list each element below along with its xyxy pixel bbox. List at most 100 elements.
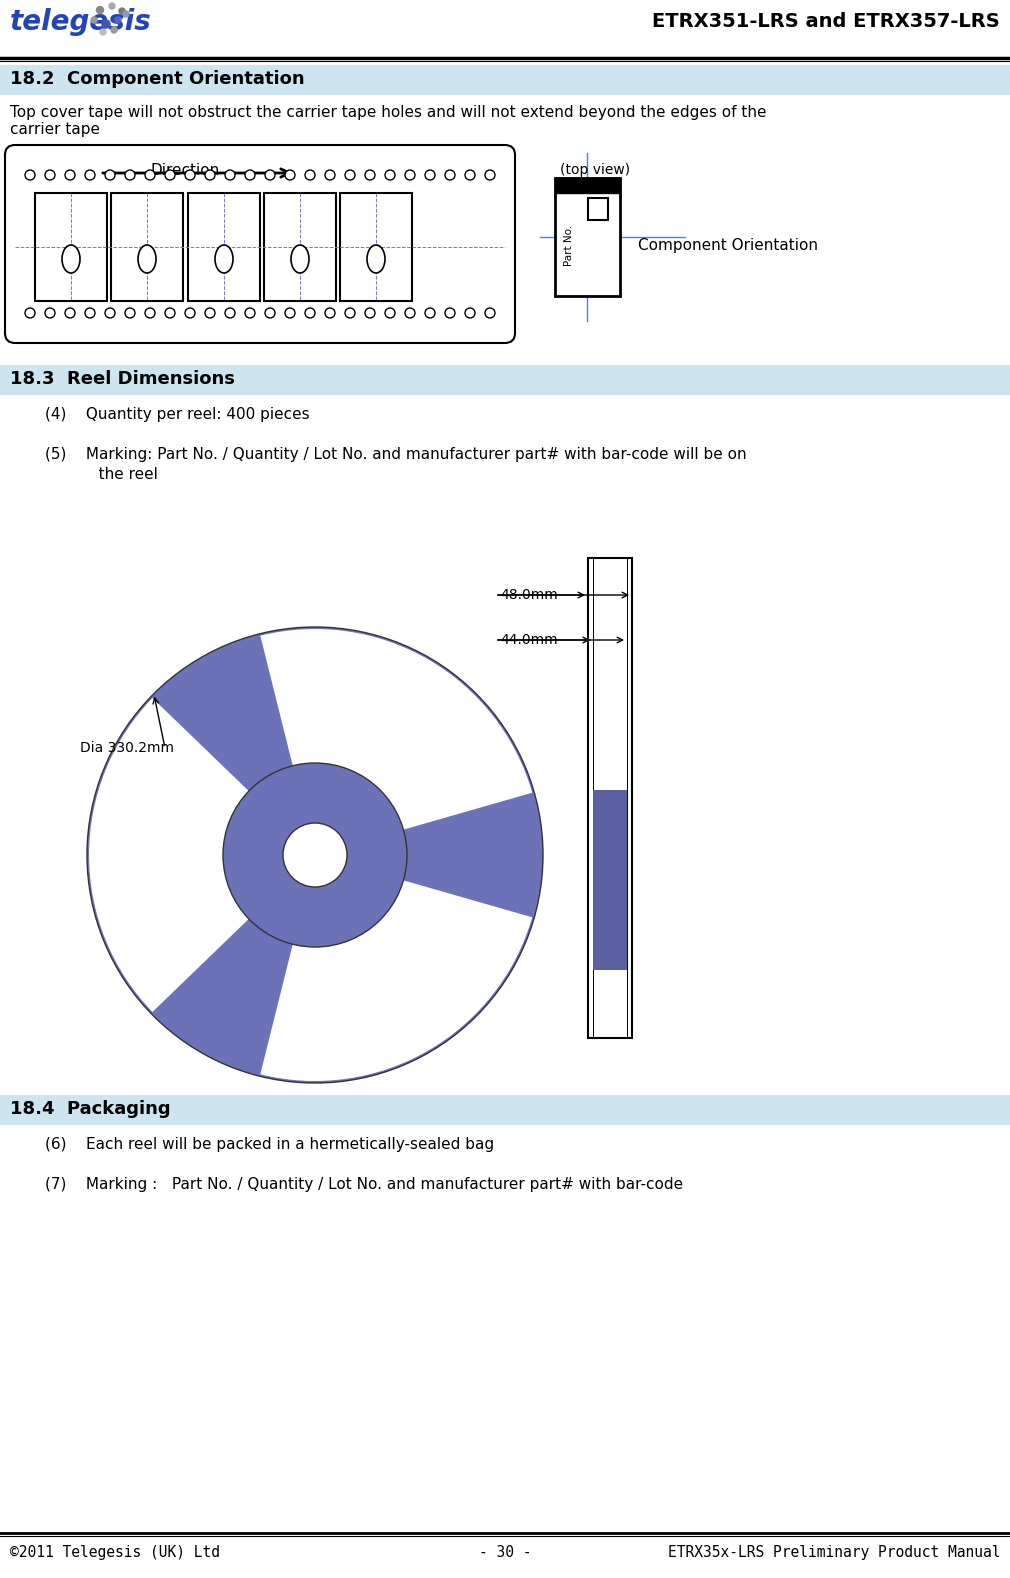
Circle shape (45, 308, 55, 319)
Ellipse shape (291, 245, 309, 273)
Wedge shape (89, 697, 315, 1011)
Text: the reel: the reel (45, 467, 158, 481)
Circle shape (185, 170, 195, 180)
Ellipse shape (215, 245, 233, 273)
Circle shape (425, 308, 435, 319)
Circle shape (45, 170, 55, 180)
Bar (556, 178, 620, 193)
Circle shape (123, 11, 129, 17)
Text: 18.2  Component Orientation: 18.2 Component Orientation (10, 69, 305, 88)
Circle shape (283, 824, 347, 887)
Circle shape (165, 308, 175, 319)
Circle shape (405, 308, 415, 319)
Circle shape (225, 170, 235, 180)
Circle shape (445, 170, 455, 180)
Text: 18.3  Reel Dimensions: 18.3 Reel Dimensions (10, 369, 235, 388)
Bar (340, 193, 412, 301)
Circle shape (145, 308, 155, 319)
Circle shape (87, 626, 543, 1083)
Circle shape (105, 308, 115, 319)
Bar (593, 791, 627, 970)
Text: Direction: Direction (150, 163, 219, 178)
Text: 44.0mm: 44.0mm (500, 633, 558, 647)
Ellipse shape (367, 245, 385, 273)
Bar (111, 193, 183, 301)
Circle shape (485, 170, 495, 180)
Circle shape (125, 170, 135, 180)
Circle shape (305, 170, 315, 180)
Bar (556, 178, 620, 297)
Text: 18.4  Packaging: 18.4 Packaging (10, 1100, 171, 1117)
Circle shape (115, 17, 121, 24)
Circle shape (100, 28, 106, 35)
Text: Part No.: Part No. (564, 224, 574, 265)
Circle shape (111, 27, 117, 33)
Circle shape (225, 308, 235, 319)
Bar (264, 193, 336, 301)
Text: ETRX351-LRS and ETRX357-LRS: ETRX351-LRS and ETRX357-LRS (652, 13, 1000, 32)
Circle shape (65, 308, 75, 319)
Circle shape (119, 8, 125, 14)
Bar (0, 365, 1010, 394)
Circle shape (285, 170, 295, 180)
Ellipse shape (138, 245, 156, 273)
Circle shape (485, 308, 495, 319)
Bar (188, 193, 260, 301)
Circle shape (205, 308, 215, 319)
Circle shape (385, 170, 395, 180)
Bar (0, 1095, 1010, 1125)
Text: Top cover tape will not obstruct the carrier tape holes and will not extend beyo: Top cover tape will not obstruct the car… (10, 106, 767, 137)
Circle shape (25, 170, 35, 180)
Circle shape (465, 170, 475, 180)
Circle shape (85, 308, 95, 319)
Circle shape (265, 308, 275, 319)
Circle shape (91, 17, 97, 24)
Circle shape (325, 170, 335, 180)
Circle shape (65, 170, 75, 180)
Text: Dia 330.2mm: Dia 330.2mm (80, 742, 174, 754)
Wedge shape (261, 855, 532, 1081)
Text: ©2011 Telegesis (UK) Ltd: ©2011 Telegesis (UK) Ltd (10, 1545, 220, 1561)
Bar (0, 65, 1010, 95)
Circle shape (425, 170, 435, 180)
Text: - 30 -: - 30 - (479, 1545, 531, 1561)
Circle shape (185, 308, 195, 319)
Wedge shape (261, 630, 532, 855)
Bar (588, 559, 632, 1038)
Circle shape (285, 308, 295, 319)
Circle shape (405, 170, 415, 180)
Circle shape (465, 308, 475, 319)
Circle shape (345, 170, 355, 180)
Text: 48.0mm: 48.0mm (500, 589, 558, 601)
Circle shape (97, 6, 103, 14)
Circle shape (205, 170, 215, 180)
Text: (7)    Marking :   Part No. / Quantity / Lot No. and manufacturer part# with bar: (7) Marking : Part No. / Quantity / Lot … (45, 1177, 683, 1191)
Circle shape (85, 170, 95, 180)
Text: (6)    Each reel will be packed in a hermetically-sealed bag: (6) Each reel will be packed in a hermet… (45, 1138, 494, 1152)
Circle shape (245, 308, 255, 319)
Circle shape (445, 308, 455, 319)
Circle shape (25, 308, 35, 319)
Circle shape (102, 21, 110, 28)
Circle shape (165, 170, 175, 180)
Circle shape (365, 308, 375, 319)
Text: (top view): (top view) (560, 163, 630, 177)
Circle shape (245, 170, 255, 180)
Text: Component Orientation: Component Orientation (638, 238, 818, 252)
Circle shape (145, 170, 155, 180)
Circle shape (305, 308, 315, 319)
Bar (35, 193, 107, 301)
Circle shape (325, 308, 335, 319)
Circle shape (265, 170, 275, 180)
Bar (588, 197, 608, 219)
Circle shape (109, 3, 115, 9)
Circle shape (223, 764, 407, 947)
Text: telegesis: telegesis (10, 8, 151, 36)
Circle shape (365, 170, 375, 180)
Circle shape (385, 308, 395, 319)
Text: ETRX35x-LRS Preliminary Product Manual: ETRX35x-LRS Preliminary Product Manual (668, 1545, 1000, 1561)
Circle shape (345, 308, 355, 319)
Circle shape (105, 170, 115, 180)
FancyBboxPatch shape (5, 145, 515, 342)
Text: (5)    Marking: Part No. / Quantity / Lot No. and manufacturer part# with bar-co: (5) Marking: Part No. / Quantity / Lot N… (45, 447, 746, 462)
